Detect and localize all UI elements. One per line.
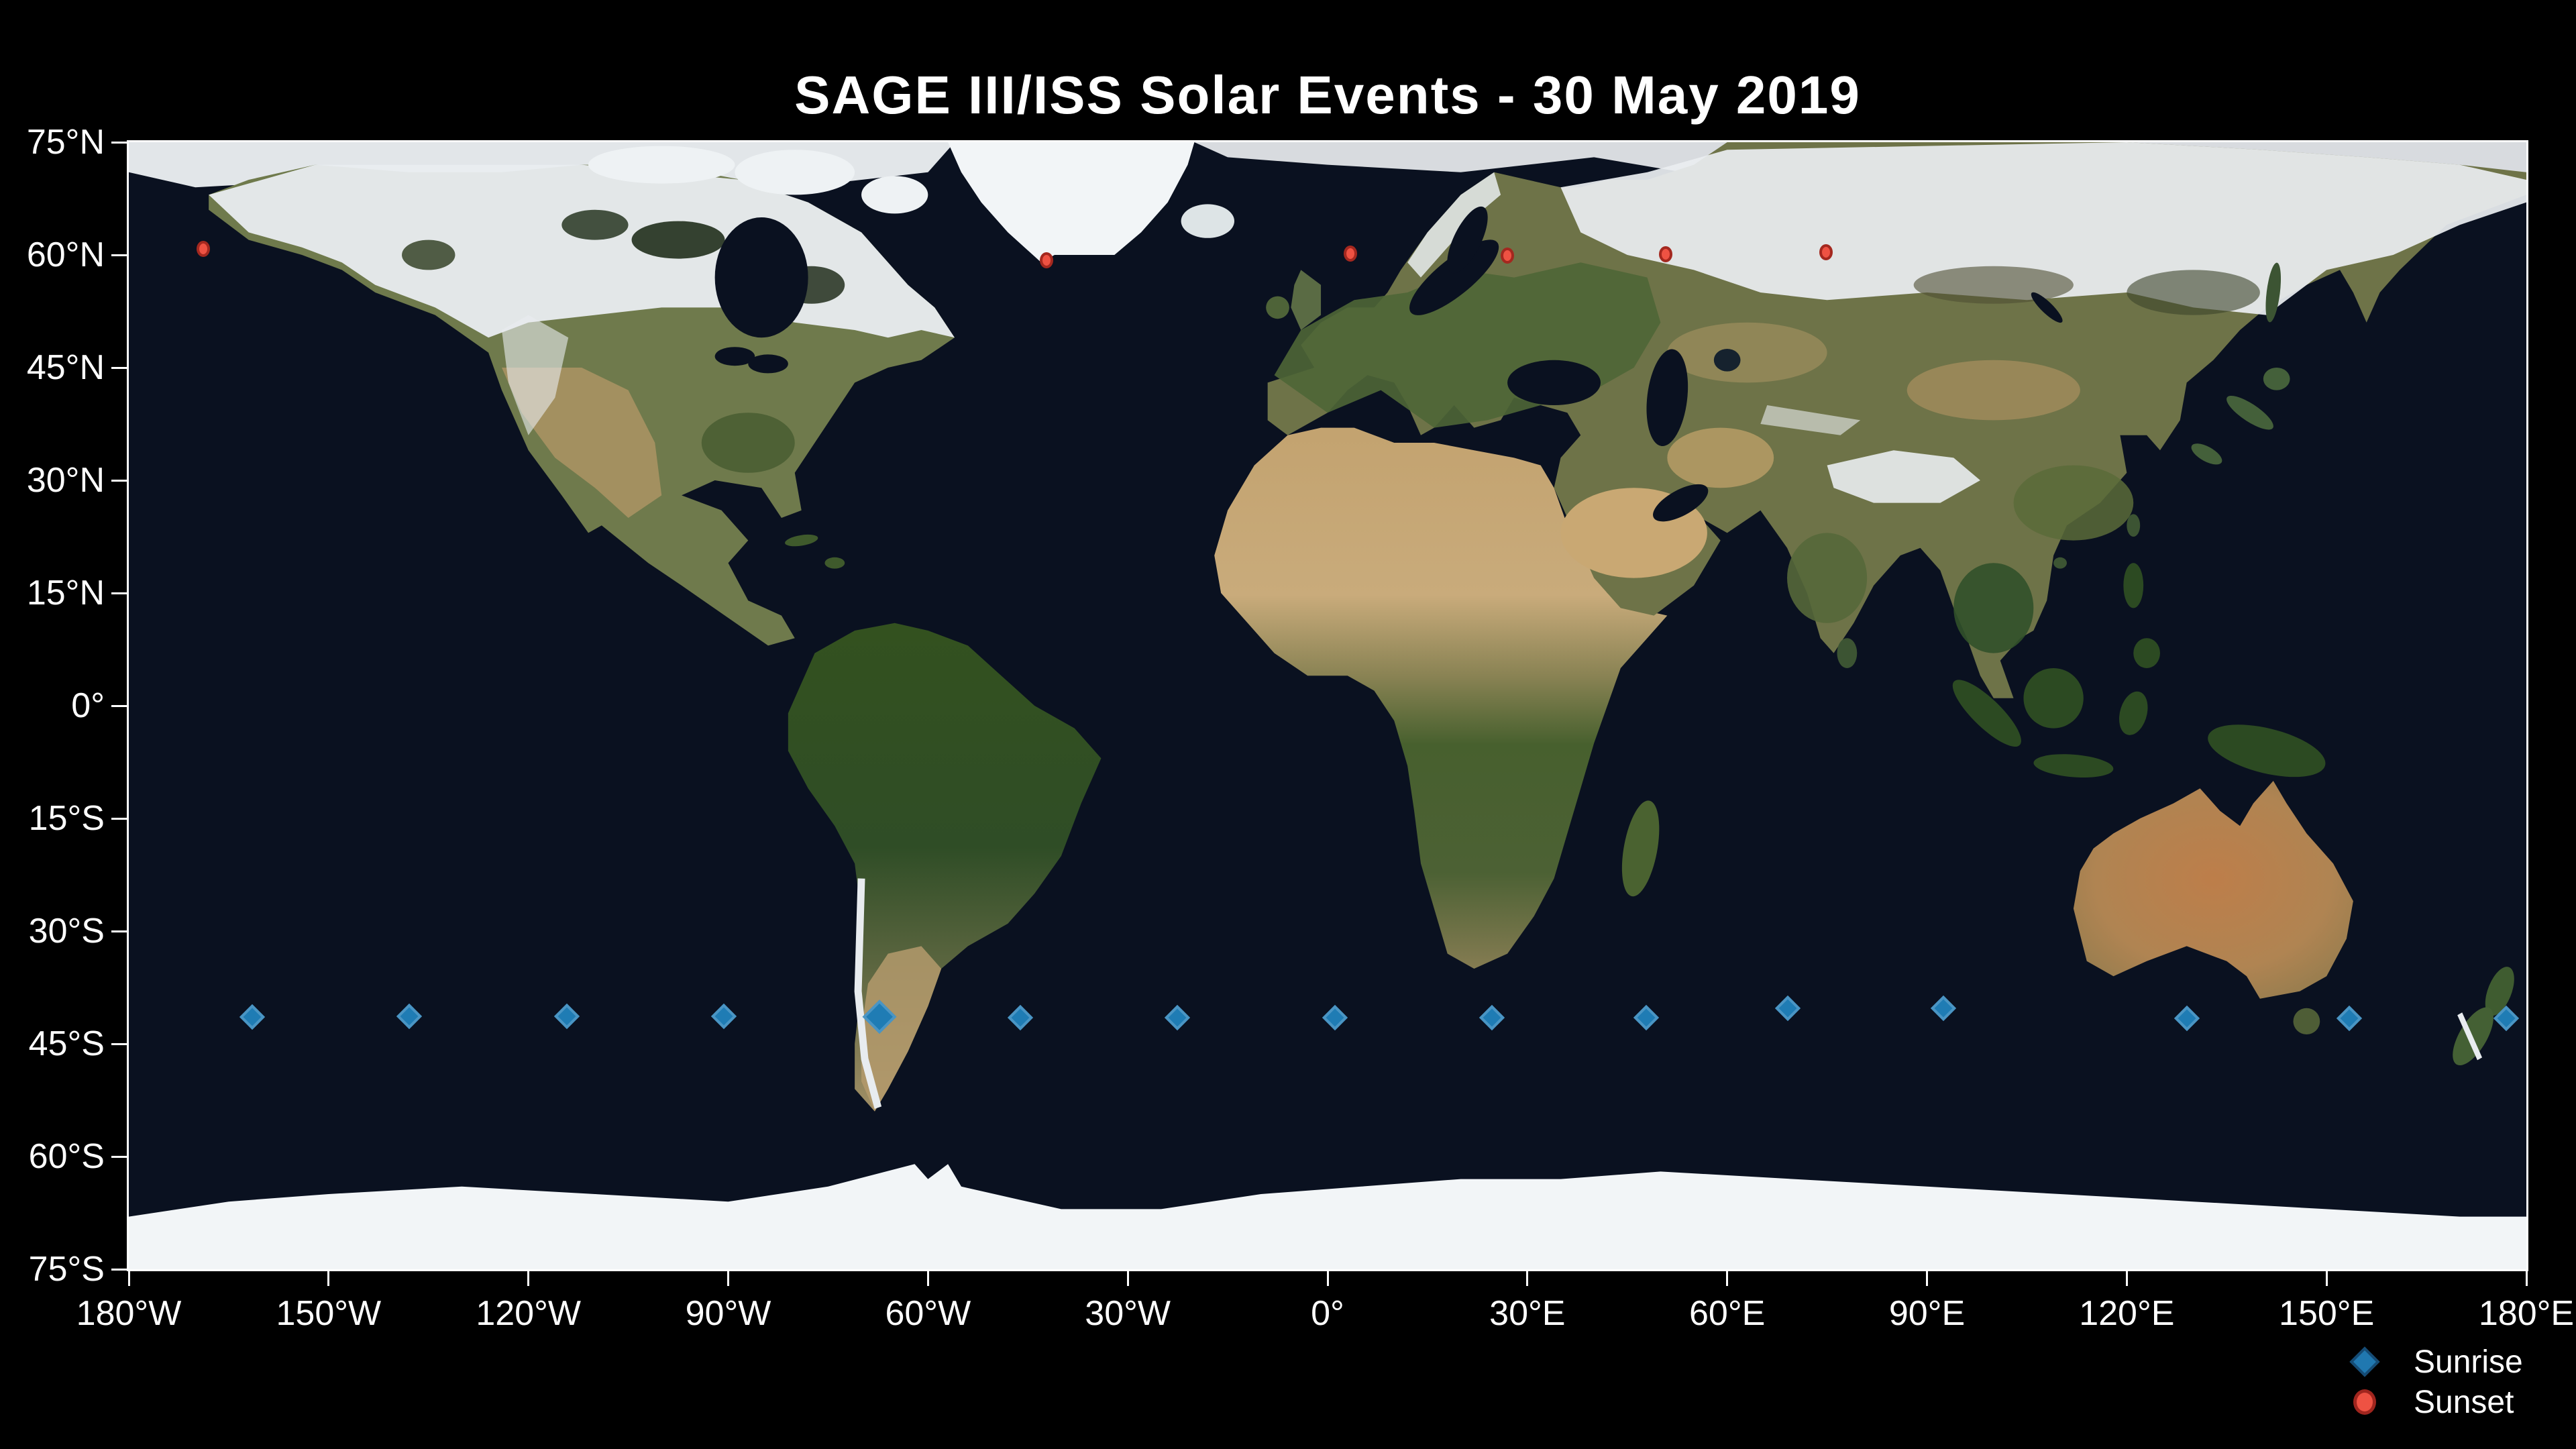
sunrise-legend-icon	[2349, 1346, 2380, 1377]
legend-row: Sunset	[2328, 1382, 2569, 1422]
legend-label: Sunset	[2414, 1384, 2514, 1420]
x-tick-mark	[2525, 1271, 2528, 1286]
sunset-legend-icon	[2353, 1389, 2376, 1415]
x-tick-label: 90°E	[1888, 1294, 1966, 1333]
y-tick-label: 30°N	[26, 461, 105, 500]
x-tick-mark	[1126, 1271, 1129, 1286]
sunrise-marker	[1008, 1004, 1034, 1030]
sunrise-marker	[239, 1004, 265, 1030]
x-tick-mark	[1326, 1271, 1329, 1286]
map-frame	[127, 140, 2528, 1271]
sunset-marker	[1040, 252, 1054, 268]
legend-row: Sunrise	[2328, 1342, 2569, 1382]
x-tick-mark	[727, 1271, 729, 1286]
sunrise-marker	[2336, 1005, 2362, 1031]
sunset-marker	[1659, 246, 1673, 262]
sunset-marker	[1501, 248, 1515, 264]
x-tick-mark	[926, 1271, 929, 1286]
sunrise-marker	[1479, 1004, 1505, 1030]
x-tick-label: 90°W	[685, 1294, 771, 1333]
x-tick-label: 180°E	[2478, 1294, 2575, 1333]
x-tick-label: 30°E	[1489, 1294, 1566, 1333]
y-tick-mark	[111, 366, 127, 369]
sunset-marker	[197, 241, 211, 258]
sunrise-marker	[862, 999, 897, 1034]
x-tick-mark	[527, 1271, 530, 1286]
x-tick-label: 60°W	[885, 1294, 971, 1333]
y-tick-label: 45°S	[28, 1024, 105, 1063]
sunrise-marker	[2493, 1005, 2520, 1031]
sunrise-marker	[396, 1003, 423, 1029]
markers-layer	[129, 142, 2526, 1269]
sunrise-marker	[1774, 996, 1801, 1022]
x-tick-label: 180°W	[76, 1294, 182, 1333]
sunrise-marker	[710, 1003, 737, 1029]
sunset-marker	[1343, 245, 1357, 262]
sunrise-marker	[1164, 1004, 1190, 1030]
y-tick-label: 15°N	[26, 574, 105, 612]
y-tick-label: 0°	[71, 686, 105, 725]
x-tick-label: 120°W	[476, 1294, 581, 1333]
sunrise-marker	[1633, 1004, 1659, 1030]
y-tick-mark	[111, 930, 127, 932]
sunrise-marker	[2174, 1005, 2200, 1031]
legend-label: Sunrise	[2414, 1344, 2523, 1380]
y-tick-label: 75°S	[28, 1250, 105, 1289]
x-tick-mark	[1526, 1271, 1529, 1286]
y-tick-label: 60°S	[28, 1137, 105, 1176]
x-tick-label: 120°E	[2079, 1294, 2175, 1333]
x-tick-mark	[2125, 1271, 2128, 1286]
sunrise-marker	[1322, 1004, 1348, 1030]
y-tick-mark	[111, 592, 127, 594]
y-tick-mark	[111, 1268, 127, 1271]
x-tick-label: 0°	[1311, 1294, 1344, 1333]
x-tick-mark	[327, 1271, 330, 1286]
y-tick-mark	[111, 141, 127, 144]
x-tick-label: 150°E	[2279, 1294, 2375, 1333]
sunrise-marker	[554, 1003, 580, 1029]
sunrise-marker	[1931, 996, 1957, 1022]
y-tick-mark	[111, 479, 127, 482]
x-tick-mark	[2325, 1271, 2328, 1286]
x-tick-label: 30°W	[1085, 1294, 1171, 1333]
x-tick-mark	[127, 1271, 130, 1286]
legend: Sunrise Sunset	[2328, 1342, 2569, 1422]
y-tick-label: 45°N	[26, 348, 105, 387]
y-tick-label: 60°N	[26, 235, 105, 274]
y-tick-label: 75°N	[26, 123, 105, 162]
y-tick-mark	[111, 1042, 127, 1045]
world-map	[129, 142, 2526, 1269]
y-tick-mark	[111, 1155, 127, 1158]
y-tick-label: 30°S	[28, 912, 105, 951]
y-tick-label: 15°S	[28, 799, 105, 838]
y-tick-mark	[111, 704, 127, 707]
y-tick-mark	[111, 817, 127, 820]
x-tick-label: 60°E	[1688, 1294, 1766, 1333]
x-tick-mark	[1926, 1271, 1928, 1286]
y-tick-mark	[111, 254, 127, 256]
x-tick-mark	[1726, 1271, 1729, 1286]
sunset-marker	[1819, 244, 1833, 260]
x-tick-label: 150°W	[276, 1294, 382, 1333]
chart-title: SAGE III/ISS Solar Events - 30 May 2019	[794, 65, 1861, 125]
